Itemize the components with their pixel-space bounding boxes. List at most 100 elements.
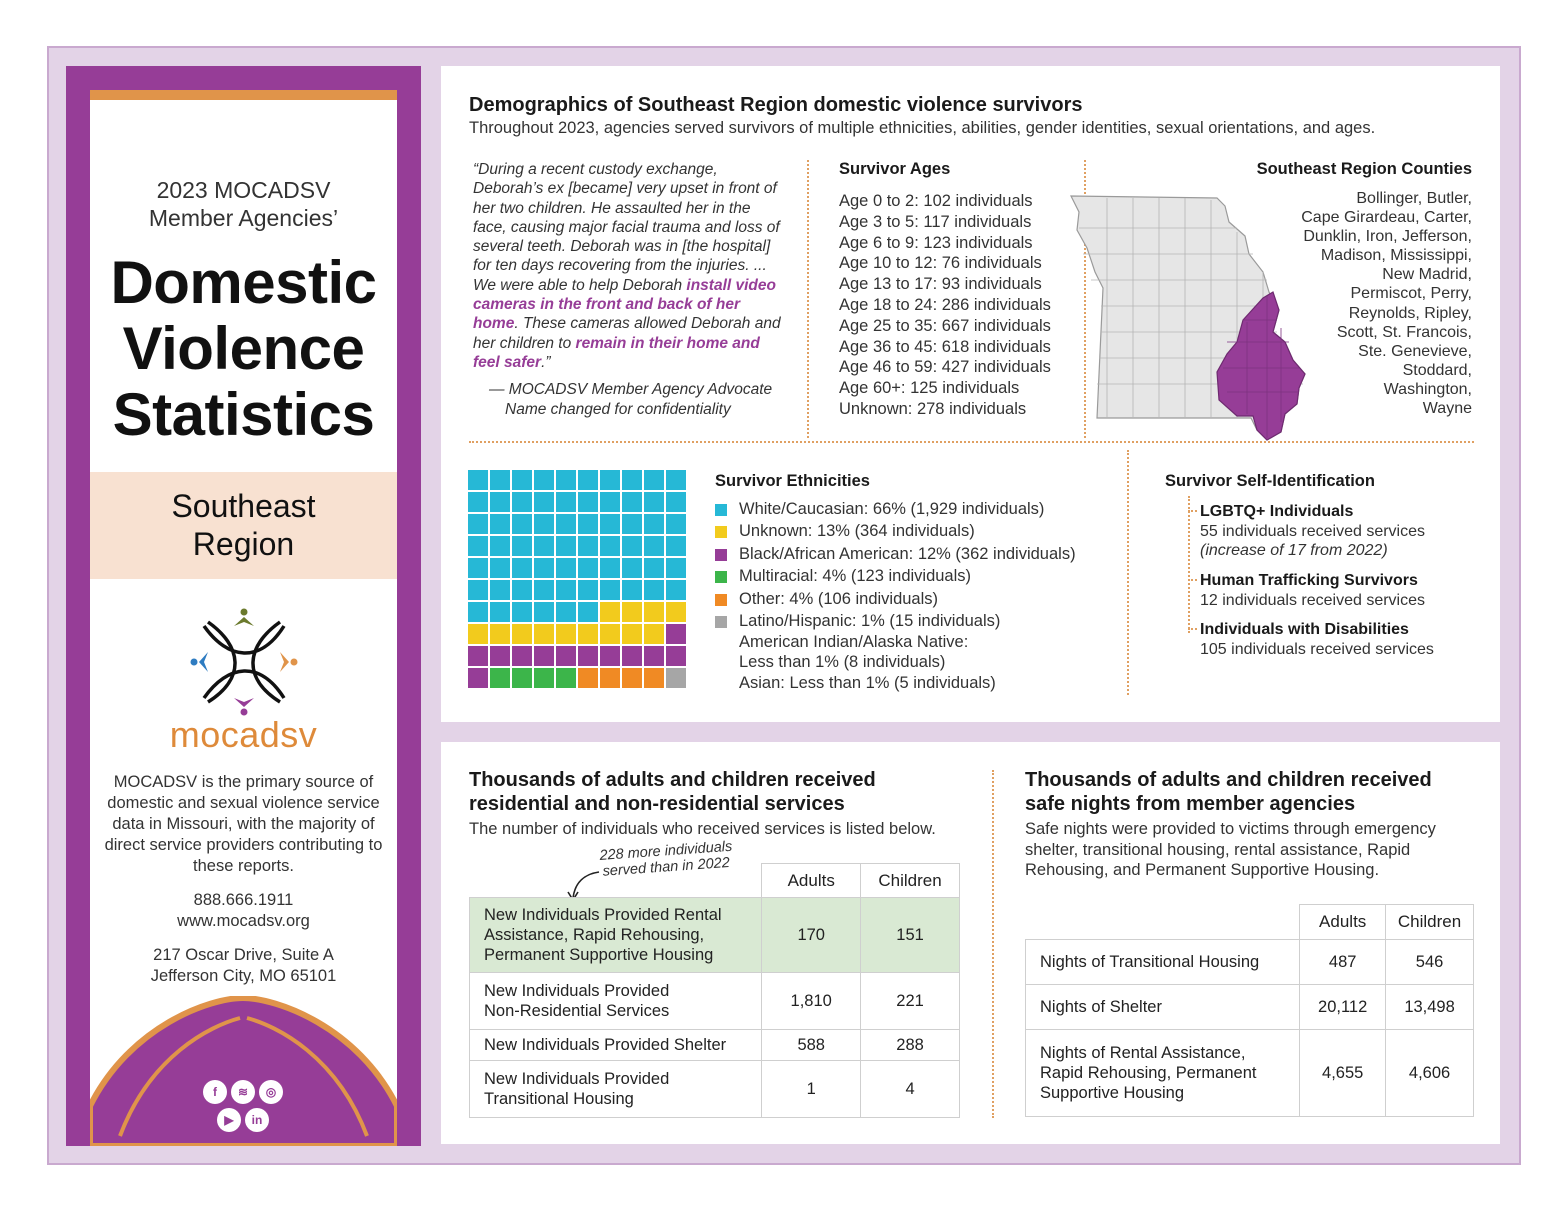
cell-children: 151: [860, 897, 960, 973]
waffle-square: [489, 623, 511, 645]
demographics-title: Demographics of Southeast Region domesti…: [469, 94, 1083, 116]
attribution-line: Name changed for confidentiality: [505, 401, 731, 418]
table-header-row: Adults Children: [469, 863, 960, 898]
waffle-square: [599, 491, 621, 513]
waffle-square: [489, 470, 511, 491]
row-label-line: New Individuals Provided Shelter: [484, 1036, 727, 1054]
waffle-square: [511, 667, 533, 689]
waffle-square: [621, 535, 643, 557]
legend-item: Unknown: 13% (364 individuals): [715, 520, 1076, 542]
sidebar-accent-bar: [90, 90, 397, 100]
cell-children: 13,498: [1385, 984, 1474, 1030]
address-line: 217 Oscar Drive, Suite A: [153, 946, 334, 964]
waffle-square: [511, 513, 533, 535]
legend-swatch: [715, 548, 727, 561]
waffle-square: [577, 470, 599, 491]
subtitle-line: Safe nights were provided to victims thr…: [1025, 820, 1436, 838]
legend-item: Black/African American: 12% (362 individ…: [715, 543, 1076, 565]
table-row: New Individuals Provided Non-Residential…: [468, 972, 960, 1030]
waffle-square: [665, 557, 687, 579]
facebook-icon[interactable]: f: [203, 1080, 227, 1104]
quote-text: .”: [541, 353, 551, 371]
table-row: Nights of Transitional Housing 487 546: [1024, 939, 1474, 985]
safe-nights-title: Thousands of adults and children receive…: [1025, 768, 1432, 816]
row-label: New Individuals Provided Rental Assistan…: [468, 897, 763, 973]
quote-highlight: install video cameras in the front and b…: [473, 276, 776, 333]
waffle-square: [533, 557, 555, 579]
column-header-children: Children: [1385, 904, 1474, 940]
row-label-line: New Individuals Provided Rental: [484, 906, 722, 924]
waffle-square: [533, 667, 555, 689]
waffle-square: [555, 623, 577, 645]
cell-children: 546: [1385, 939, 1474, 985]
waffle-square: [468, 557, 489, 579]
report-title-line: Domestic: [110, 249, 377, 316]
quote-attribution: — MOCADSV Member Agency Advocate Name ch…: [489, 380, 789, 420]
row-label: Nights of Rental Assistance, Rapid Rehou…: [1024, 1029, 1301, 1117]
waffle-square: [533, 491, 555, 513]
divider: [469, 441, 1474, 443]
waffle-square: [468, 513, 489, 535]
waffle-square: [665, 667, 687, 689]
waffle-square: [621, 491, 643, 513]
legend-label: Multiracial: 4% (123 individuals): [739, 567, 972, 586]
waffle-square: [599, 513, 621, 535]
linkedin-icon[interactable]: in: [245, 1108, 269, 1132]
report-title: Domestic Violence Statistics: [90, 250, 397, 448]
waffle-square: [577, 601, 599, 623]
waffle-square: [643, 513, 665, 535]
waffle-square: [533, 645, 555, 667]
row-label: Nights of Shelter: [1024, 984, 1301, 1030]
cell-children: 288: [860, 1029, 960, 1061]
row-label-line: Assistance, Rapid Rehousing,: [484, 926, 705, 944]
waffle-square: [621, 557, 643, 579]
spotify-icon[interactable]: ≋: [231, 1080, 255, 1104]
subtitle-line: shelter, transitional housing, rental as…: [1025, 840, 1411, 859]
waffle-square: [665, 535, 687, 557]
tree-connector: [1188, 510, 1197, 512]
legend-label: White/Caucasian: 66% (1,929 individuals): [739, 500, 1045, 518]
region-line: Region: [192, 526, 295, 562]
instagram-icon[interactable]: ◎: [259, 1080, 283, 1104]
legend-item: Latino/Hispanic: 1% (15 individuals): [715, 610, 1076, 632]
row-label-line: Nights of Transitional Housing: [1040, 953, 1260, 971]
waffle-square: [533, 579, 555, 601]
list-item: Age 25 to 35: 667 individuals: [839, 316, 1051, 335]
waffle-square: [468, 491, 489, 513]
list-item: Age 13 to 17: 93 individuals: [839, 275, 1042, 294]
website-link[interactable]: www.mocadsv.org: [177, 912, 310, 930]
phone-number: 888.666.1911: [193, 891, 294, 909]
row-label: Nights of Transitional Housing: [1024, 939, 1301, 985]
counties-title: Southeast Region Counties: [1256, 160, 1472, 178]
report-subtitle-line: 2023 MOCADSV: [156, 177, 331, 203]
county-line: Dunklin, Iron, Jefferson,: [1303, 228, 1472, 246]
waffle-square: [555, 535, 577, 557]
divider: [1084, 160, 1086, 438]
tree-connector: [1188, 628, 1197, 630]
waffle-square: [643, 557, 665, 579]
list-item: Unknown: 278 individuals: [839, 399, 1027, 418]
waffle-square: [643, 535, 665, 557]
address-line: Jefferson City, MO 65101: [150, 967, 337, 985]
tree-connector: [1188, 579, 1197, 581]
divider: [992, 770, 994, 1118]
youtube-icon[interactable]: ▶: [217, 1108, 241, 1132]
waffle-square: [555, 470, 577, 491]
waffle-square: [577, 667, 599, 689]
legend-item: American Indian/Alaska Native:: [739, 633, 969, 652]
waffle-square: [665, 513, 687, 535]
self-id-item-detail: 12 individuals received services: [1200, 591, 1425, 609]
mocadsv-logo-icon: [190, 608, 298, 716]
waffle-square: [533, 623, 555, 645]
table-header-blank: [1025, 904, 1301, 940]
self-id-item-title: LGBTQ+ Individuals: [1200, 503, 1354, 520]
services-subtitle: The number of individuals who received s…: [469, 820, 936, 838]
ethnicity-legend: White/Caucasian: 66% (1,929 individuals)…: [715, 498, 1076, 695]
waffle-square: [489, 667, 511, 689]
self-id-item-title: Individuals with Disabilities: [1200, 621, 1409, 638]
divider: [807, 160, 809, 438]
legend-swatch: [715, 504, 727, 516]
quote-highlight: remain in their home and feel safer: [473, 334, 760, 371]
waffle-square: [577, 579, 599, 601]
waffle-square: [599, 535, 621, 557]
